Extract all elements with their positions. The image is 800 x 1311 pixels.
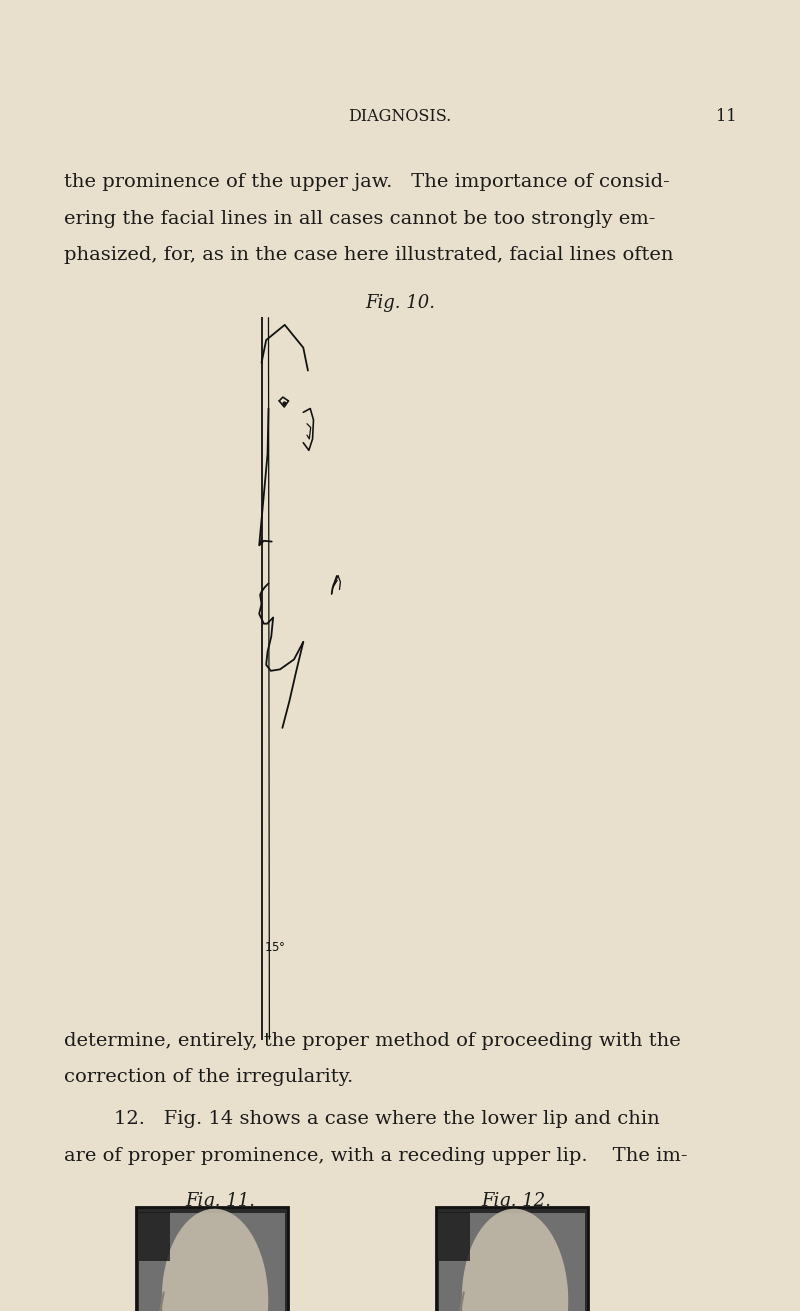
Text: are of proper prominence, with a receding upper lip.    The im-: are of proper prominence, with a recedin… bbox=[64, 1147, 687, 1165]
Bar bbox=[139, 1213, 170, 1261]
Bar bbox=[136, 1207, 288, 1311]
Text: 12.   Fig. 14 shows a case where the lower lip and chin: 12. Fig. 14 shows a case where the lower… bbox=[64, 1110, 660, 1129]
Bar bbox=[436, 1207, 588, 1311]
Text: Fig. 12.: Fig. 12. bbox=[481, 1192, 551, 1210]
Text: 11: 11 bbox=[715, 108, 736, 125]
Text: Fig. 10.: Fig. 10. bbox=[365, 294, 435, 312]
Text: DIAGNOSIS.: DIAGNOSIS. bbox=[348, 108, 452, 125]
Text: the prominence of the upper jaw.   The importance of consid-: the prominence of the upper jaw. The imp… bbox=[64, 173, 670, 191]
Ellipse shape bbox=[162, 1209, 268, 1311]
Text: $15°$: $15°$ bbox=[264, 941, 286, 954]
Bar bbox=[139, 1213, 285, 1311]
Ellipse shape bbox=[462, 1209, 568, 1311]
Bar bbox=[439, 1213, 470, 1261]
Text: phasized, for, as in the case here illustrated, facial lines often: phasized, for, as in the case here illus… bbox=[64, 246, 674, 265]
Text: ering the facial lines in all cases cannot be too strongly em-: ering the facial lines in all cases cann… bbox=[64, 210, 655, 228]
Text: Fig. 11.: Fig. 11. bbox=[185, 1192, 255, 1210]
Text: determine, entirely, the proper method of proceeding with the: determine, entirely, the proper method o… bbox=[64, 1032, 681, 1050]
Text: correction of the irregularity.: correction of the irregularity. bbox=[64, 1068, 354, 1087]
Bar bbox=[439, 1213, 585, 1311]
